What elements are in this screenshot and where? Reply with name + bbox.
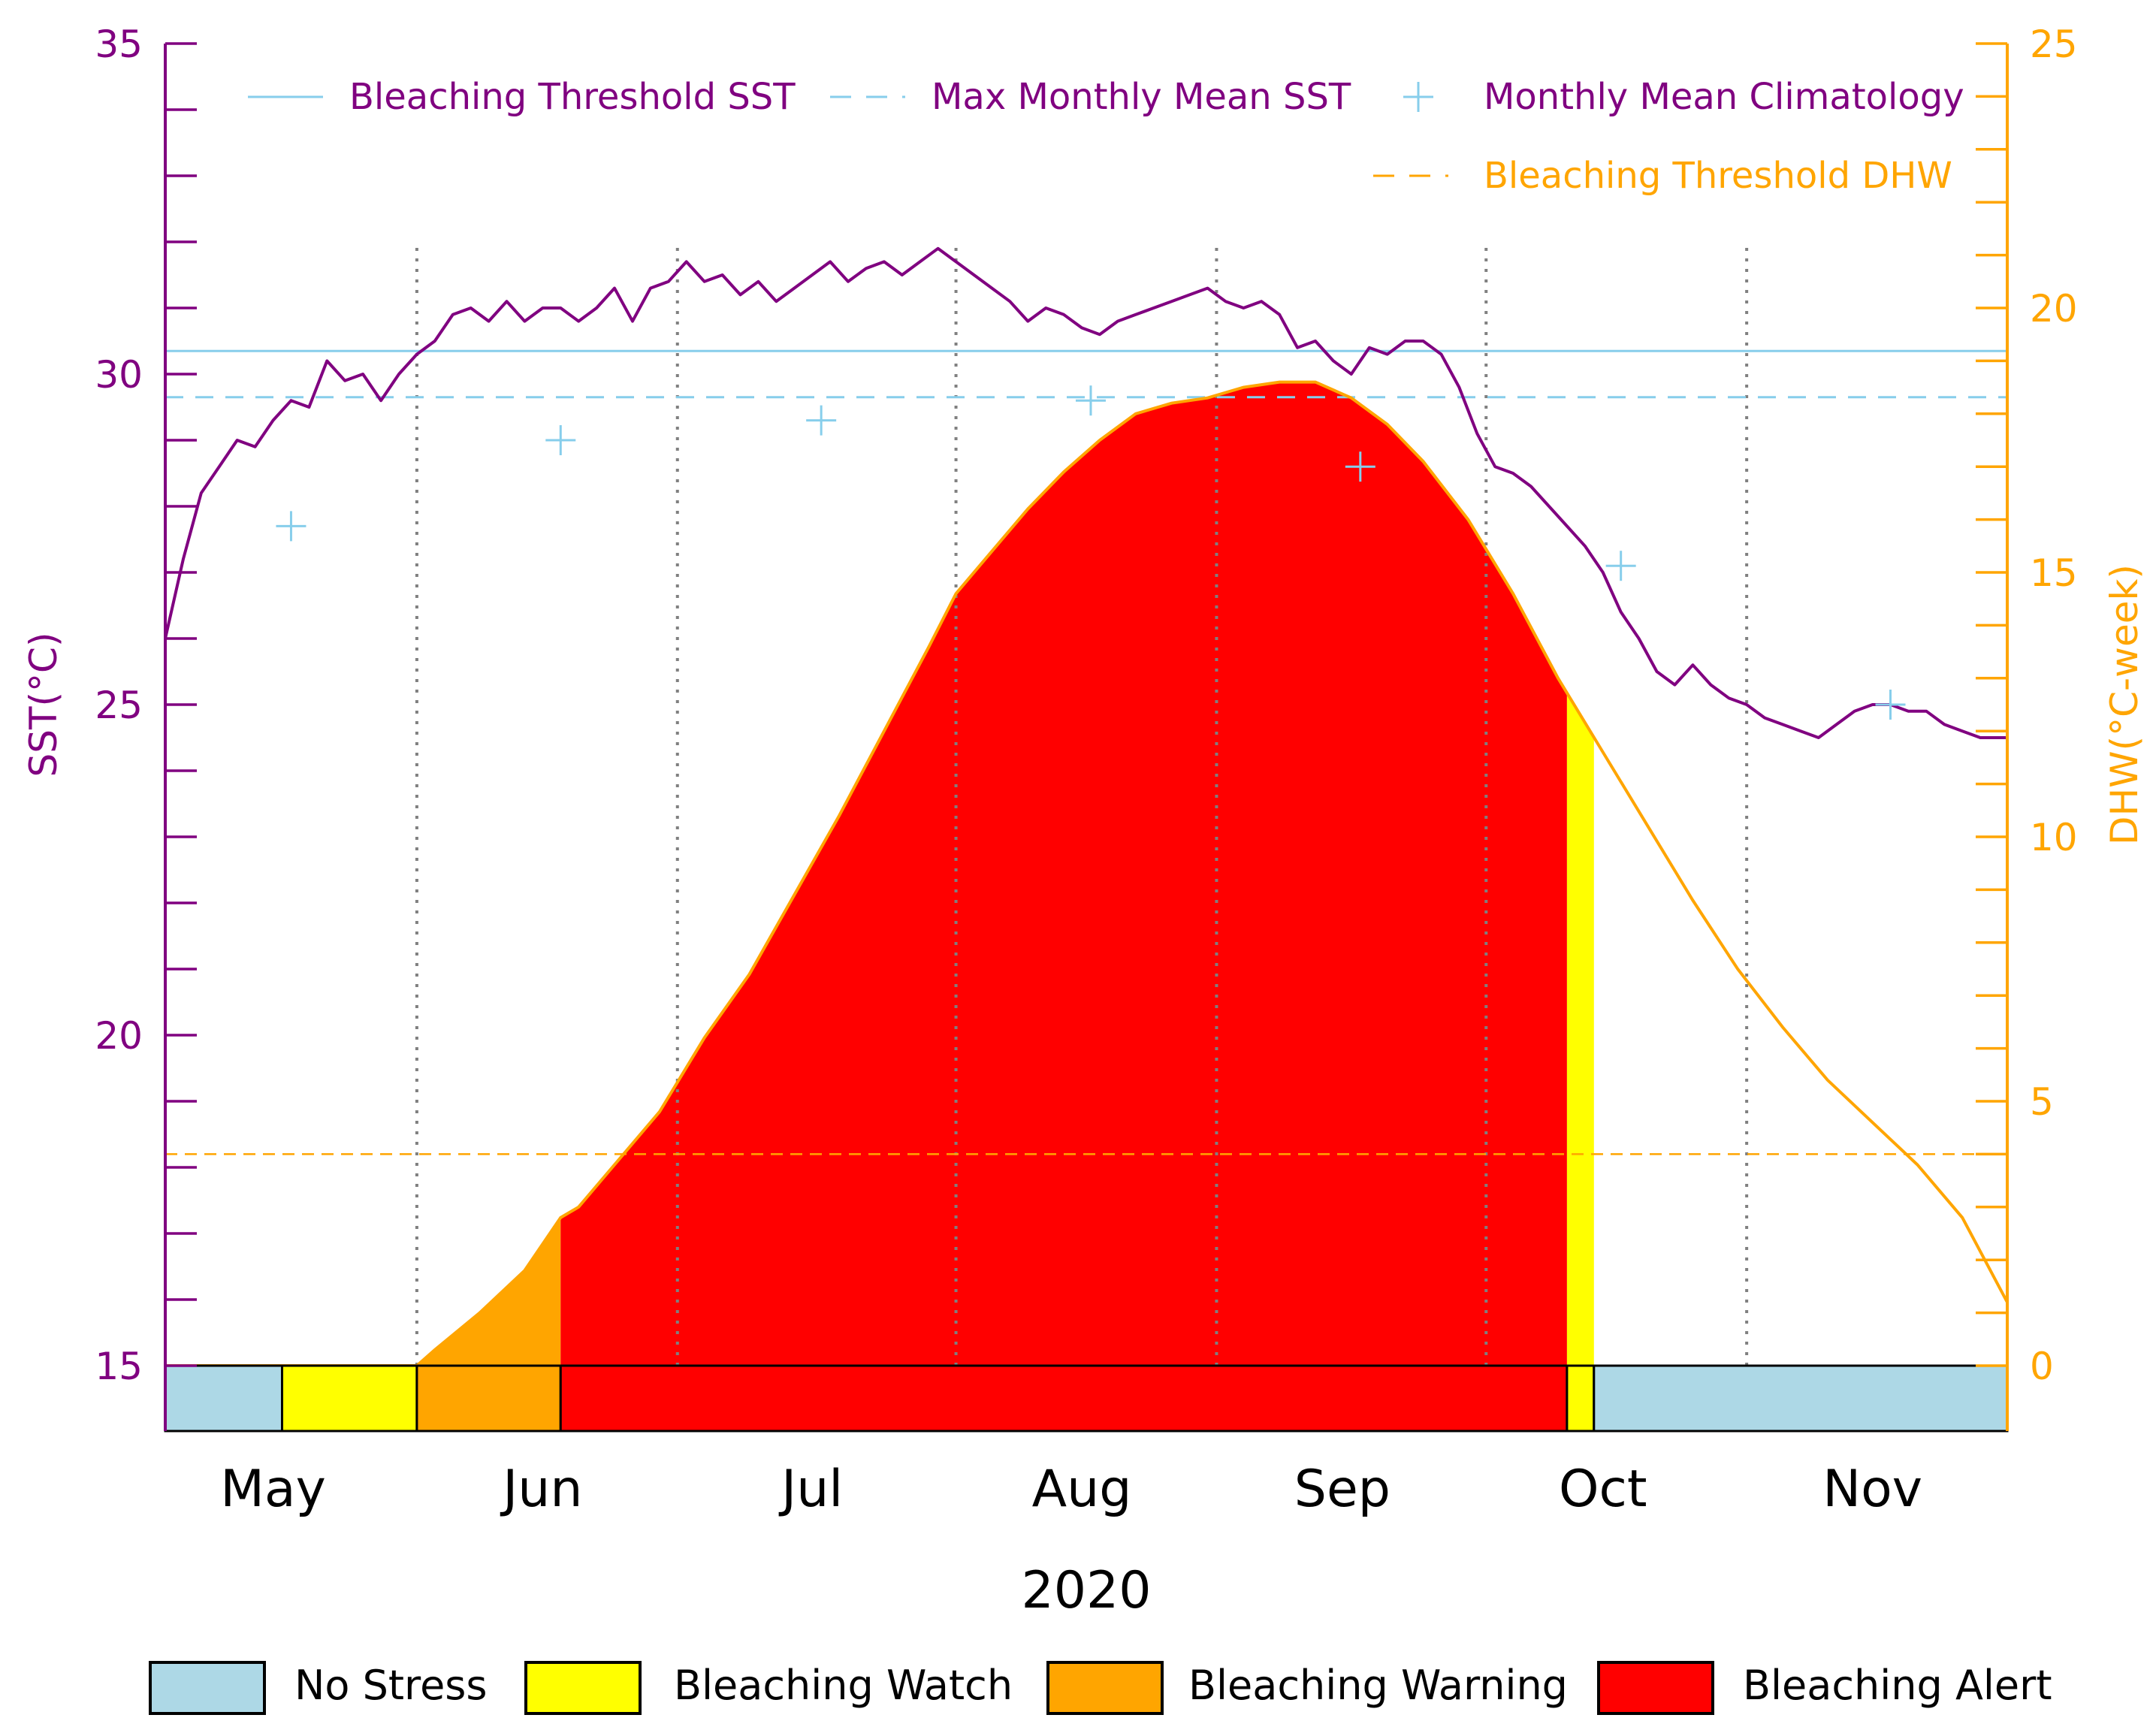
legend-swatch-bleaching-alert: [1597, 1661, 1714, 1715]
fill-bleaching-watch-4: [1566, 693, 1594, 1366]
fill-bleaching-alert-3: [560, 382, 1567, 1366]
bottom-legend: No Stress Bleaching Watch Bleaching Warnin…: [149, 1661, 2052, 1715]
climatology-point-3: [1075, 385, 1106, 416]
legend-top-label-0: Bleaching Threshold SST: [349, 76, 796, 118]
right-tick-label-2: 10: [2030, 816, 2078, 859]
climatology-point-1: [545, 425, 576, 455]
legend-top-label-1: Max Monthly Mean SST: [932, 76, 1351, 118]
legend-swatch-no-stress: [149, 1661, 266, 1715]
legend-swatch-bleaching-watch: [524, 1661, 642, 1715]
left-tick-label-0: 15: [95, 1345, 143, 1388]
right-tick-label-4: 20: [2030, 287, 2078, 331]
status-segment-2: [415, 1364, 562, 1433]
climatology-point-5: [1605, 551, 1636, 581]
sst-line: [164, 246, 2007, 739]
month-label-aug: Aug: [1032, 1460, 1132, 1519]
month-label-sep: Sep: [1294, 1460, 1391, 1519]
right-tick-label-3: 15: [2030, 551, 2078, 595]
axes: 15 20 25 30 35 0 5 10 15 20 25 SST(°C) DHW(°C-week) M…: [22, 23, 2146, 1620]
month-label-may: May: [220, 1460, 326, 1519]
status-segment-3: [559, 1364, 1569, 1433]
right-axis-title: DHW(°C-week): [2103, 564, 2146, 845]
month-label-oct: Oct: [1559, 1460, 1647, 1519]
top-legend: Bleaching Threshold SST Max Monthly Mean …: [248, 76, 1964, 197]
left-tick-label-2: 25: [95, 684, 143, 727]
status-segment-5: [1593, 1364, 2009, 1433]
right-tick-label-1: 5: [2030, 1080, 2054, 1124]
legend-top-label-3: Bleaching Threshold DHW: [1484, 155, 1952, 197]
climatology-point-2: [806, 405, 837, 436]
right-tick-label-5: 25: [2030, 23, 2078, 66]
fill-bleaching-warning-2: [416, 1217, 561, 1366]
climatology-point-6: [1875, 690, 1906, 720]
month-label-nov: Nov: [1822, 1460, 1922, 1519]
climatology-point-0: [276, 511, 306, 542]
legend-label-no-stress: No Stress: [294, 1662, 488, 1709]
stress-fill-layer: [416, 382, 1594, 1366]
legend-swatch-bleaching-warning: [1046, 1661, 1164, 1715]
dhw-line: [165, 380, 2009, 1367]
x-axis-title: 2020: [1021, 1561, 1151, 1620]
legend-label-bleaching-watch: Bleaching Watch: [674, 1662, 1013, 1709]
status-segment-0: [164, 1364, 283, 1433]
right-tick-label-0: 0: [2030, 1345, 2054, 1388]
stress-status-bar: [164, 1364, 2009, 1433]
left-tick-label-3: 30: [95, 353, 143, 397]
left-axis-title: SST(°C): [22, 633, 65, 777]
left-tick-label-1: 20: [95, 1014, 143, 1058]
vertical-gridlines: [415, 248, 1749, 1366]
series-lines: [164, 246, 2009, 1367]
legend-label-bleaching-alert: Bleaching Alert: [1743, 1662, 2052, 1709]
legend-label-bleaching-warning: Bleaching Warning: [1188, 1662, 1568, 1709]
legend-top-label-2: Monthly Mean Climatology: [1484, 76, 1964, 118]
left-tick-label-4: 35: [95, 23, 143, 66]
month-label-jul: Jul: [778, 1460, 843, 1519]
status-segment-1: [280, 1364, 418, 1433]
climatology-point-4: [1345, 451, 1375, 482]
status-segment-4: [1566, 1364, 1596, 1433]
reference-lines: [165, 349, 2007, 1155]
month-label-jun: Jun: [500, 1460, 582, 1519]
